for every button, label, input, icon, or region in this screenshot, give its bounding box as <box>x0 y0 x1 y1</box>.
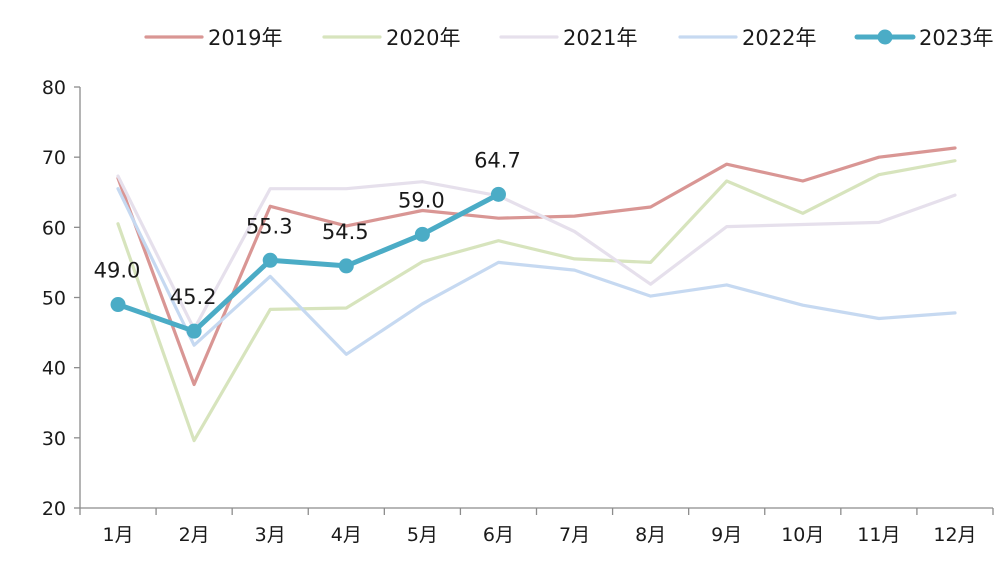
y-tick-label: 30 <box>42 428 66 450</box>
series-line-1 <box>116 146 957 387</box>
data-label: 49.0 <box>94 259 141 283</box>
legend-entry: 2019年 <box>144 26 282 50</box>
data-label: 64.7 <box>474 148 521 172</box>
legend: 2019年 2020年 2021年 2022年 2023年 <box>144 26 993 50</box>
x-tick-label: 6月 <box>483 524 514 546</box>
legend-marker <box>877 29 893 45</box>
x-tick-label: 3月 <box>255 524 286 546</box>
y-tick-label: 20 <box>42 498 66 520</box>
data-point <box>262 252 278 268</box>
data-label: 54.5 <box>322 220 369 244</box>
data-point <box>490 186 506 202</box>
data-label: 55.3 <box>246 214 293 238</box>
x-tick-label: 11月 <box>857 524 900 546</box>
series-line-3 <box>116 174 957 331</box>
data-point <box>414 226 430 242</box>
series-group <box>110 146 957 443</box>
y-tick-label: 70 <box>42 147 66 169</box>
y-tick-label: 40 <box>42 358 66 380</box>
legend-entry: 2022年 <box>678 26 816 50</box>
legend-entry: 2020年 <box>322 26 460 50</box>
data-labels: 49.0 45.2 55.3 54.5 59.0 64.7 <box>94 148 521 309</box>
y-tick-label: 80 <box>42 77 66 99</box>
legend-label: 2020年 <box>386 26 460 50</box>
legend-label: 2021年 <box>563 26 637 50</box>
data-label: 59.0 <box>398 188 445 212</box>
axes: 20 30 40 50 60 70 80 1月 2月 3月 4月 5月 6月 7月 8月 9月 10月 11月 12… <box>42 77 994 546</box>
legend-label: 2019年 <box>208 26 282 50</box>
series-line-4 <box>116 187 957 356</box>
y-tick-label: 50 <box>42 288 66 310</box>
series-line-5 <box>115 191 501 334</box>
x-tick-label: 10月 <box>781 524 824 546</box>
x-tick-label: 8月 <box>635 524 666 546</box>
data-point <box>110 297 126 313</box>
x-tick-label: 7月 <box>559 524 590 546</box>
data-point <box>186 323 202 339</box>
x-tick-label: 2月 <box>179 524 210 546</box>
x-tick-label: 1月 <box>102 524 133 546</box>
series-line-2 <box>116 159 957 443</box>
data-label: 45.2 <box>170 285 217 309</box>
x-tick-label: 4月 <box>331 524 362 546</box>
legend-label: 2022年 <box>742 26 816 50</box>
x-tick-label: 12月 <box>933 524 976 546</box>
x-tick-label: 5月 <box>407 524 438 546</box>
legend-entry: 2021年 <box>499 26 637 50</box>
data-point <box>338 258 354 274</box>
legend-label: 2023年 <box>919 26 993 50</box>
y-tick-label: 60 <box>42 217 66 239</box>
x-tick-label: 9月 <box>711 524 742 546</box>
legend-entry: 2023年 <box>854 26 993 50</box>
